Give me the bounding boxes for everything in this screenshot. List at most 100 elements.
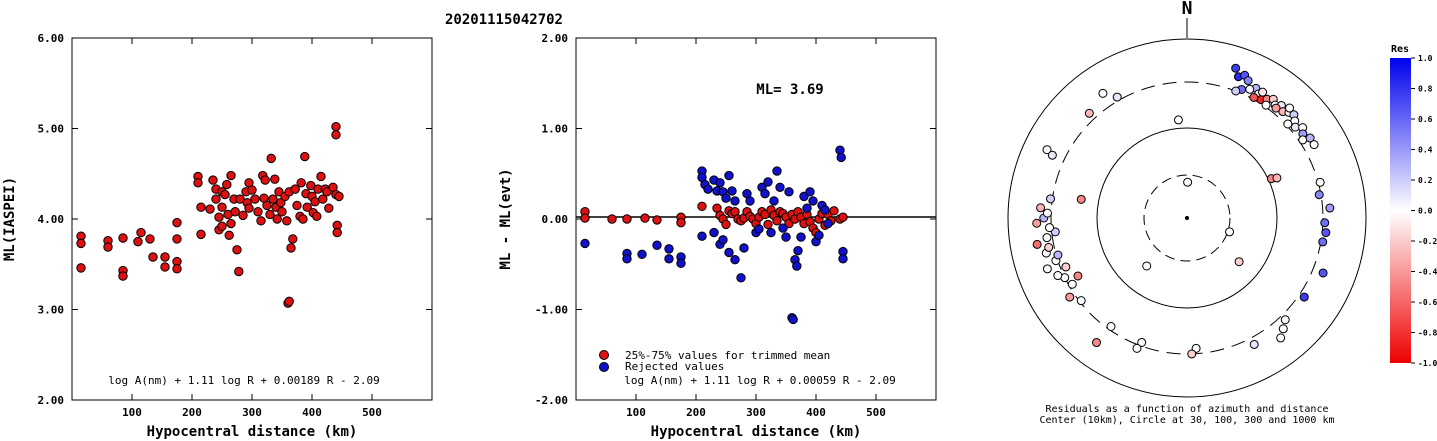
rejected-point: [637, 249, 647, 259]
station-point: [1231, 63, 1241, 73]
y-tick-label: -1.00: [535, 304, 568, 317]
y-axis-label: ML(IASPEI): [2, 177, 18, 261]
rejected-point: [754, 224, 764, 234]
station-point: [1234, 257, 1244, 267]
station-point: [1053, 250, 1063, 260]
data-point: [103, 242, 113, 252]
x-tick-label: 200: [182, 406, 202, 419]
rejected-point: [781, 232, 791, 242]
data-point: [232, 245, 242, 255]
accepted-point: [829, 206, 839, 216]
rejected-point: [727, 186, 737, 196]
station-point: [1046, 194, 1056, 204]
colorbar-tick-label: 0.8: [1418, 85, 1433, 94]
data-point: [226, 218, 236, 229]
station-point: [1042, 208, 1052, 218]
data-point: [205, 204, 215, 214]
data-point: [118, 233, 128, 243]
station-point: [1032, 239, 1042, 249]
x-tick-label: 300: [242, 406, 262, 419]
ml-residual-panel: -2.00 -1.00 0.00 1.00 2.00 100 200 300 400 500 M…: [498, 32, 937, 440]
ring-30km: [1143, 174, 1231, 262]
accepted-point: [838, 212, 848, 222]
data-point: [160, 262, 170, 272]
data-point: [306, 180, 316, 191]
accepted-point: [622, 214, 632, 224]
data-point: [260, 175, 270, 185]
data-point: [262, 200, 272, 211]
station-point: [1084, 108, 1094, 118]
legend-rejected-label: Rejected values: [625, 360, 724, 373]
station-point: [1298, 135, 1308, 145]
data-point: [145, 234, 155, 244]
data-point: [266, 153, 276, 164]
station-point: [1245, 84, 1255, 94]
data-point: [217, 202, 227, 212]
x-tick-label: 200: [686, 406, 706, 419]
data-point: [331, 121, 341, 132]
data-point: [300, 151, 310, 162]
station-point: [1314, 190, 1324, 200]
station-point: [1283, 119, 1293, 129]
data-point: [172, 264, 182, 274]
colorbar-tick-label: 0.0: [1418, 207, 1433, 216]
data-point: [172, 217, 182, 228]
data-point: [230, 207, 240, 217]
rejected-point: [808, 196, 818, 206]
station-point: [1309, 140, 1319, 150]
station-point: [1305, 133, 1315, 143]
x-tick-labels: 100 200 300 400 500: [122, 38, 382, 419]
station-point: [1285, 103, 1295, 113]
data-point: [290, 184, 300, 194]
station-point: [1036, 203, 1046, 213]
accepted-point: [676, 217, 686, 228]
data-point: [288, 234, 298, 244]
data-point: [196, 229, 206, 240]
data-point: [222, 179, 232, 190]
station-point: [1142, 261, 1152, 271]
station-point: [1183, 177, 1193, 187]
rejected-point: [724, 247, 734, 258]
colorbar-tick-labels: 1.0 0.8 0.6 0.4 0.2 0.0 -0.2 -0.4 -0.6 -0.8 -1.0: [1411, 54, 1437, 368]
colorbar-tick-label: 0.6: [1418, 115, 1433, 124]
station-point: [1098, 88, 1108, 98]
data-point: [310, 197, 320, 207]
data-point: [214, 212, 224, 222]
station-point: [1076, 194, 1086, 204]
rejected-point: [760, 188, 770, 199]
data-point: [244, 203, 254, 213]
legend-rejected-marker: [599, 362, 609, 372]
data-point: [224, 230, 234, 240]
data-point: [76, 263, 86, 273]
colorbar-tick-label: -0.8: [1418, 329, 1437, 338]
station-point: [1290, 122, 1300, 132]
rejected-point: [775, 182, 785, 193]
accepted-point: [772, 216, 782, 226]
x-tick-label: 300: [746, 406, 766, 419]
station-point: [1271, 103, 1281, 113]
data-point: [76, 238, 86, 249]
station-point: [1321, 228, 1331, 238]
rejected-point: [766, 227, 776, 238]
rejected-point: [838, 254, 848, 264]
station-point: [1047, 150, 1057, 160]
data-point: [331, 130, 341, 140]
colorbar-tick-label: -0.2: [1418, 237, 1437, 246]
data-point: [193, 178, 203, 188]
legend-accepted-label: 25%-75% values for trimmed mean: [625, 349, 830, 362]
rejected-point: [664, 244, 674, 254]
map-caption-line-2: Center (10km), Circle at 30, 100, 300 an…: [1039, 415, 1334, 426]
station-point: [1280, 315, 1290, 325]
rejected-point: [778, 223, 788, 233]
x-tick-label: 100: [626, 406, 646, 419]
rejected-point: [836, 152, 846, 163]
data-points: [580, 145, 848, 325]
x-tick-label: 500: [362, 406, 382, 419]
y-tick-label: 3.00: [38, 304, 65, 317]
plot-frame: [71, 37, 433, 401]
station-point: [1258, 87, 1268, 97]
rejected-point: [788, 314, 798, 325]
event-title: 20201115042702: [445, 12, 563, 28]
station-point: [1249, 92, 1259, 102]
rejected-point: [805, 187, 815, 197]
